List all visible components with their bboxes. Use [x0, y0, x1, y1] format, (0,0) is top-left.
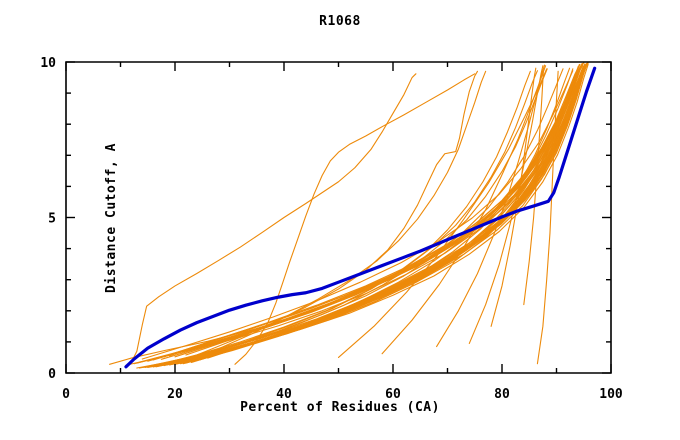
series-model-outlier-1	[130, 73, 417, 363]
page-title: R1068	[319, 14, 361, 29]
series-model-47	[182, 66, 586, 365]
axes-group	[65, 61, 612, 374]
ensemble-curves-group	[109, 62, 589, 369]
series-model-30	[179, 66, 585, 365]
series-model-25	[163, 63, 586, 367]
x-tick-label: 80	[494, 387, 510, 402]
y-axis-label: Distance Cutoff, A	[104, 143, 119, 293]
series-model-53	[523, 70, 544, 306]
series-model-15	[166, 63, 588, 366]
series-model-05	[152, 70, 531, 367]
series-model-33	[141, 70, 574, 360]
y-tick-label: 5	[48, 212, 56, 227]
series-model-outlier-2	[234, 73, 476, 365]
series-model-16	[177, 63, 588, 365]
series-model-27	[196, 63, 588, 362]
x-tick-label: 100	[599, 387, 623, 402]
series-model-41	[207, 62, 589, 359]
x-axis-label: Percent of Residues (CA)	[240, 400, 440, 415]
y-tick-label: 10	[40, 56, 56, 71]
series-model-45	[190, 64, 586, 363]
series-model-36	[133, 65, 579, 365]
series-model-50	[139, 63, 580, 363]
tick-labels-group: 0 20 40 60 80 100 0 5 10	[40, 56, 623, 402]
y-tick-label: 0	[48, 367, 56, 382]
series-model-42	[109, 69, 584, 365]
series-model-06	[158, 70, 538, 367]
series-model-18	[152, 66, 585, 368]
reference-curve-group	[124, 66, 597, 369]
x-tick-label: 0	[62, 387, 70, 402]
series-model-60	[185, 64, 588, 364]
series-model-51	[166, 69, 584, 365]
series-model-52	[536, 70, 559, 365]
series-model-12	[160, 65, 584, 367]
series-model-26	[147, 67, 584, 368]
series-model-21	[158, 65, 585, 367]
series-model-10	[141, 68, 574, 368]
series-model-43	[125, 65, 583, 366]
series-model-24	[193, 63, 587, 362]
series-model-44	[169, 71, 584, 366]
series-model-58	[337, 68, 548, 358]
series-model-48	[160, 67, 584, 360]
series-model-outlier-4	[185, 70, 487, 364]
series-reference	[124, 66, 597, 369]
series-model-56	[436, 64, 546, 348]
series-model-17	[182, 62, 589, 364]
x-tick-label: 40	[276, 387, 292, 402]
series-model-54	[490, 67, 537, 327]
series-model-29	[155, 65, 585, 368]
x-tick-label: 60	[385, 387, 401, 402]
series-model-22	[188, 65, 586, 363]
series-model-08	[147, 68, 564, 368]
x-tick-label: 20	[167, 387, 183, 402]
